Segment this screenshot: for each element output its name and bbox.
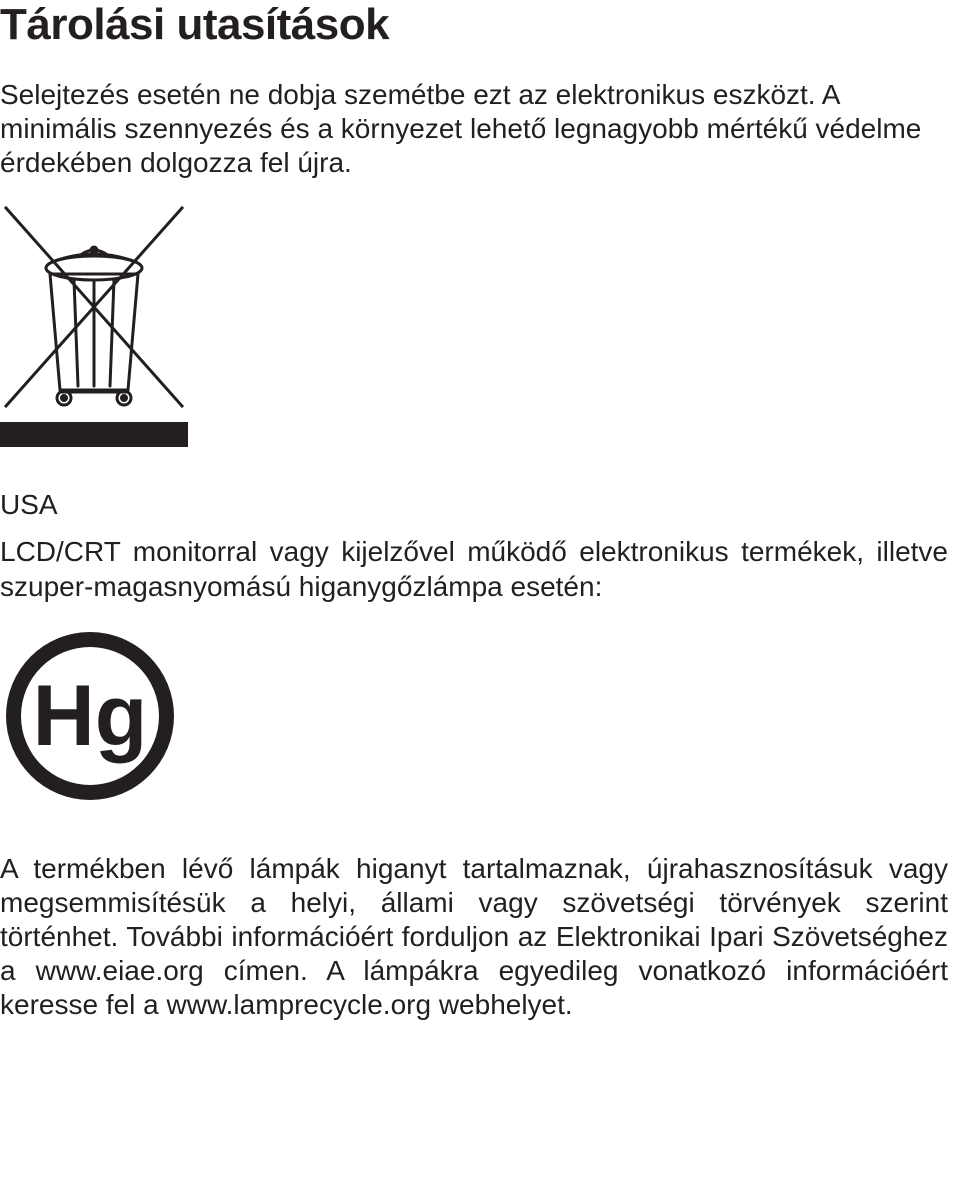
crossed-bin-icon bbox=[0, 202, 188, 412]
page-title: Tárolási utasítások bbox=[0, 0, 948, 50]
hg-symbol: Hg bbox=[0, 626, 948, 806]
weee-bar bbox=[0, 422, 188, 447]
intro-paragraph: Selejtezés esetén ne dobja szemétbe ezt … bbox=[0, 78, 948, 180]
hg-paragraph: A termékben lévő lámpák higanyt tartalma… bbox=[0, 852, 948, 1023]
weee-symbol bbox=[0, 202, 948, 447]
country-label: USA bbox=[0, 489, 948, 521]
lcd-crt-note: LCD/CRT monitorral vagy kijelzővel működ… bbox=[0, 535, 948, 603]
hg-icon-label: Hg bbox=[33, 668, 148, 764]
hg-icon: Hg bbox=[0, 626, 180, 806]
